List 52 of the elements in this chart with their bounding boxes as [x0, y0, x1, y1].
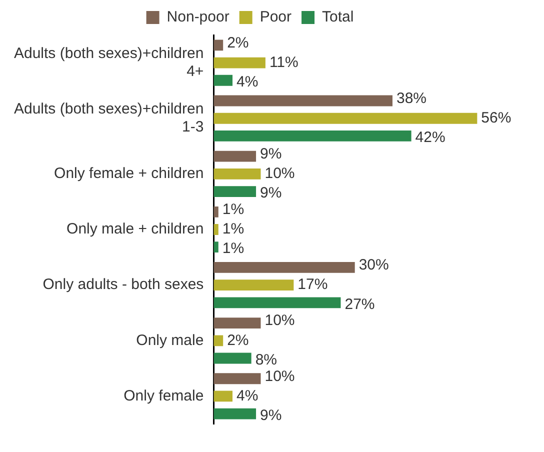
bar [214, 40, 224, 51]
bar [214, 168, 261, 180]
data-label: 56% [481, 110, 512, 126]
data-label: 8% [255, 351, 278, 368]
bar [214, 297, 341, 308]
data-label: 10% [264, 368, 295, 385]
data-label: 9% [260, 184, 282, 202]
data-label: 9% [260, 406, 282, 424]
bar [214, 112, 478, 124]
data-label: 10% [264, 312, 295, 330]
bar [214, 95, 392, 106]
data-label: 9% [260, 145, 282, 162]
data-label: 2% [227, 332, 249, 349]
data-label: 30% [358, 256, 389, 274]
bar [214, 408, 256, 420]
data-label: 4% [236, 74, 258, 91]
y-tick-label: Only male [136, 332, 204, 349]
bar [214, 74, 233, 86]
y-tick-label: Only adults - both sexes [42, 276, 204, 294]
legend-label: Total [322, 8, 354, 26]
bar [214, 242, 218, 253]
bar [214, 150, 256, 162]
bar [214, 57, 266, 68]
data-label: 4% [236, 387, 258, 404]
legend-label: Non-poor [166, 8, 230, 26]
data-label: 17% [298, 276, 328, 294]
bar [214, 186, 256, 197]
bar [214, 335, 224, 346]
y-tick-label: Adults (both sexes)+children 4+ [14, 44, 204, 80]
bar [214, 206, 218, 218]
data-label: 1% [222, 201, 244, 218]
y-tick-label: Only female [124, 387, 204, 404]
bar [214, 373, 261, 384]
y-tick-label: Only female + children [54, 165, 204, 182]
bar [214, 280, 294, 291]
bar [214, 262, 355, 273]
data-label: 42% [415, 129, 446, 146]
data-label: 10% [264, 165, 295, 182]
data-label: 27% [344, 296, 375, 313]
legend-label: Poor [260, 8, 292, 26]
y-tick-label: Adults (both sexes)+children 1-3 [14, 100, 204, 136]
y-tick-label: Only male + children [66, 220, 204, 238]
data-label: 1% [222, 220, 244, 238]
bar [214, 390, 233, 402]
data-label: 1% [222, 240, 244, 258]
bar [214, 352, 252, 364]
bar [214, 224, 218, 235]
data-label: 38% [396, 90, 427, 107]
bar [214, 130, 412, 142]
data-label: 2% [227, 34, 249, 52]
bar [214, 318, 261, 328]
data-label: 11% [269, 54, 298, 71]
